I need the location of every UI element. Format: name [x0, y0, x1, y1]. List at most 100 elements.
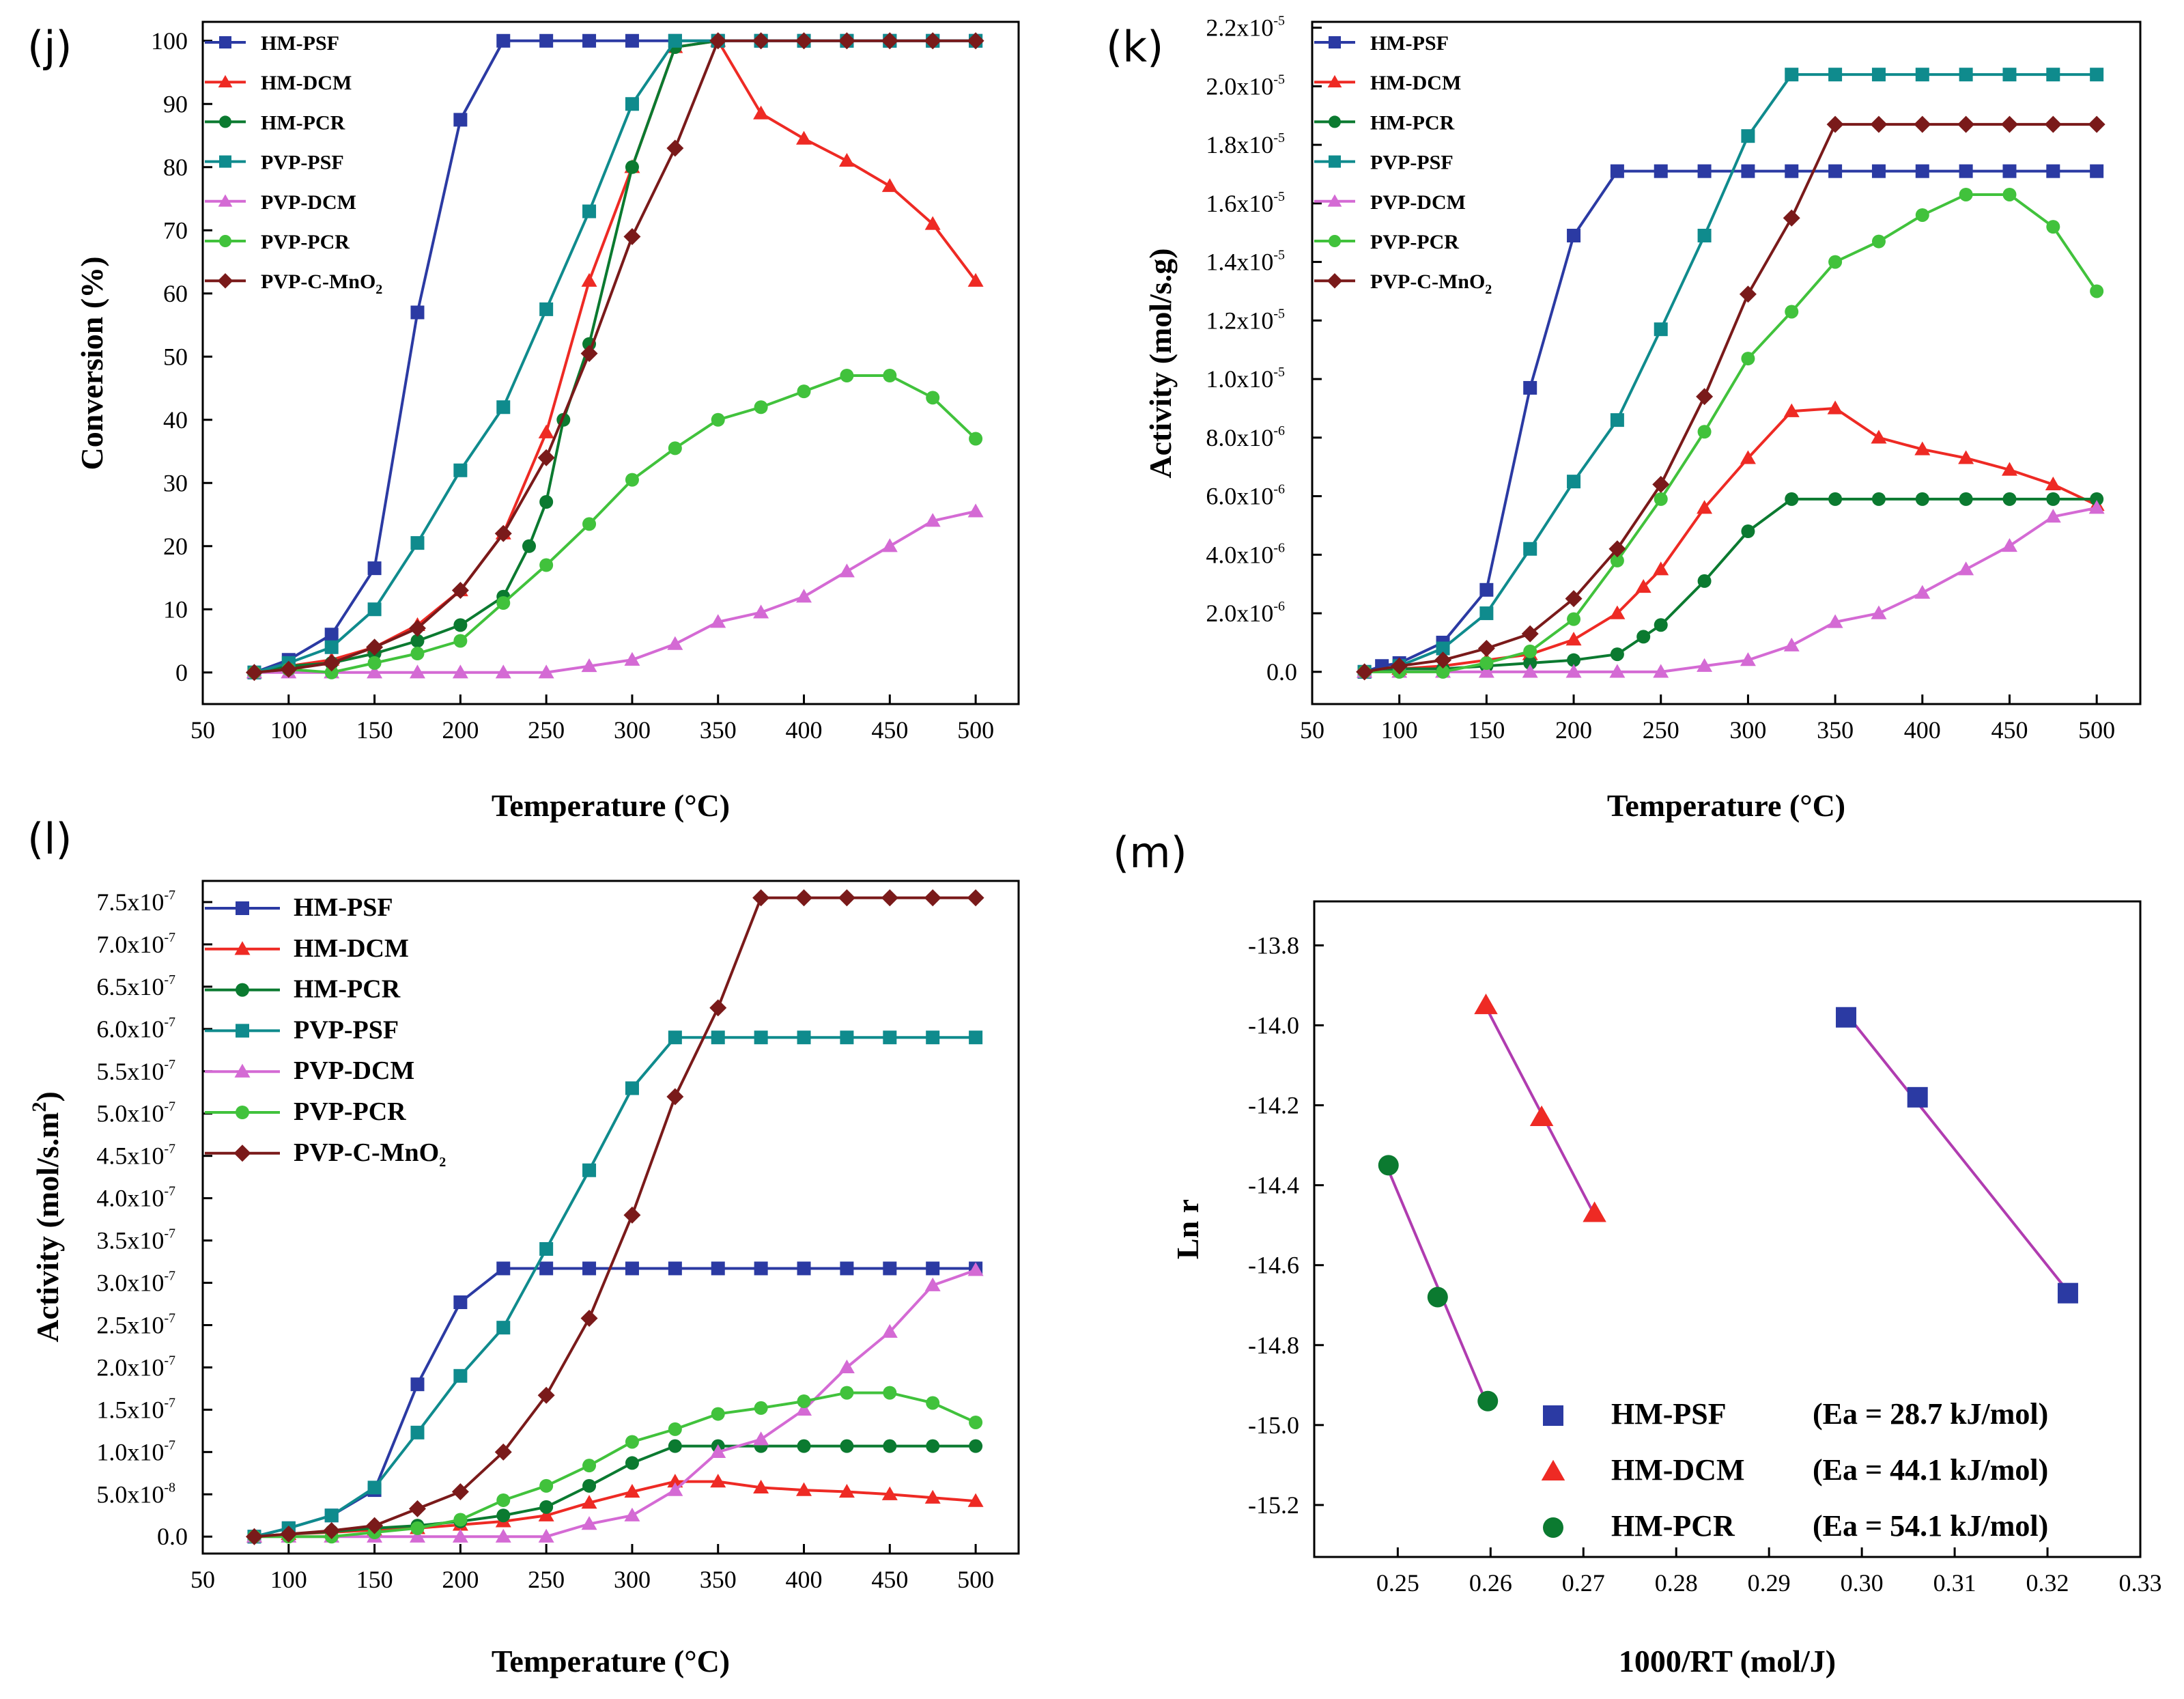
y-tick-label: 1.4x10-5 [1206, 248, 1285, 276]
data-point [1783, 403, 1800, 417]
data-point [1826, 115, 1844, 133]
data-point [1959, 164, 1973, 178]
y-tick-mantissa: 7.5x10 [96, 888, 164, 916]
data-point [797, 1394, 811, 1408]
data-point [451, 1483, 469, 1501]
data-point [1871, 430, 1887, 444]
y-tick-label: 1.2x10-5 [1206, 306, 1285, 334]
series-line [254, 1480, 976, 1539]
data-point [324, 665, 339, 679]
data-point [496, 1261, 511, 1276]
data-point [710, 614, 726, 628]
plot-data [245, 889, 984, 1545]
data-point [1635, 578, 1651, 593]
data-point [666, 139, 684, 157]
series-pvp-dcm [246, 1262, 984, 1543]
y-tick-label: 1.5x10-7 [96, 1395, 175, 1423]
legend-marker [219, 235, 231, 247]
data-point [2090, 164, 2104, 178]
data-point [538, 424, 554, 438]
y-tick-label: 6.0x10-6 [1206, 482, 1285, 510]
data-point [538, 1507, 554, 1521]
x-tick-label: 350 [700, 1566, 737, 1593]
data-point [624, 1507, 640, 1521]
legend-label: HM-PCR [261, 111, 345, 134]
legend-marker [236, 901, 249, 915]
y-tick-label: 2.5x10-7 [96, 1310, 175, 1338]
data-point [1610, 647, 1624, 662]
x-tick-label: 200 [442, 716, 479, 744]
data-point [623, 1206, 641, 1224]
data-point [924, 1277, 941, 1291]
data-point [881, 889, 898, 907]
data-point [2046, 164, 2060, 178]
y-tick-mantissa: 3.5x10 [96, 1227, 164, 1254]
data-point [752, 32, 770, 50]
x-tick-label: 0.27 [1562, 1569, 1605, 1597]
data-point [754, 1030, 768, 1045]
y-tick-mantissa: 2.0x10 [96, 1353, 164, 1381]
data-point [494, 524, 512, 542]
legend-item: HM-DCM [205, 934, 409, 963]
data-point [1523, 542, 1537, 556]
data-point [539, 495, 554, 509]
y-tick-exponent: -7 [164, 1269, 175, 1284]
y-tick-exponent: -7 [164, 1353, 175, 1368]
y-tick-label: 6.0x10-7 [96, 1015, 175, 1043]
y-tick-exponent: -7 [164, 1395, 175, 1410]
y-tick-label: 0 [175, 659, 188, 686]
data-point [625, 473, 639, 487]
legend-label: HM-PSF [1370, 32, 1449, 55]
legend-item: PVP-C-MnO2 [205, 1138, 446, 1170]
plot-data [1378, 993, 2078, 1412]
data-point [1914, 585, 1931, 599]
data-point [582, 1261, 597, 1276]
legend-label-sub: 2 [439, 1155, 446, 1170]
data-point [1957, 115, 1975, 133]
legend-label: PVP-DCM [1370, 191, 1466, 214]
y-tick-label: 2.2x10-5 [1206, 14, 1285, 42]
data-point [453, 1368, 468, 1383]
y-tick-mantissa: 6.0x10 [1206, 483, 1273, 510]
data-point [797, 1030, 811, 1045]
data-point [1609, 605, 1626, 619]
legend-item: PVP-C-MnO2 [1314, 270, 1492, 297]
data-point [926, 1396, 940, 1410]
data-point [1827, 400, 1843, 415]
x-tick-label: 450 [1991, 716, 2028, 744]
x-tick-label: 300 [614, 716, 651, 744]
legend-item: HM-DCM [1314, 72, 1461, 94]
data-point [623, 228, 641, 245]
y-axis-title-main: Activity (mol/s.g) [1143, 248, 1178, 478]
series-hm-dcm [1474, 993, 1606, 1222]
data-point [1697, 500, 1713, 514]
panel-j-conversion-chart: (j)50 100 150 200 250 300 350 400 450 50001020304… [27, 20, 1020, 823]
data-point [924, 1489, 941, 1504]
data-point [366, 1517, 384, 1534]
y-tick-exponent: -5 [1273, 248, 1285, 263]
y-tick-label: 90 [163, 90, 188, 117]
data-point [2090, 492, 2104, 506]
y-axis-title: Ln r [1170, 1199, 1205, 1259]
legend-label: HM-PSF [261, 32, 339, 55]
data-point [539, 1261, 554, 1276]
x-tick-label: 400 [786, 716, 823, 744]
data-point [1697, 425, 1712, 439]
data-point [539, 33, 554, 48]
data-point [1915, 208, 1929, 222]
y-tick-label: 80 [163, 154, 188, 181]
data-point [1697, 164, 1712, 178]
data-point [1828, 68, 1843, 82]
data-point [1654, 322, 1668, 337]
legend-marker [236, 1024, 249, 1038]
panel-label: (j) [27, 22, 72, 72]
legend: HM-PSF HM-DCM HM-PCR PVP-PSF PVP-DCM PVP-PCR P… [1314, 32, 1492, 297]
data-point [926, 1030, 940, 1045]
data-point [1565, 632, 1582, 646]
data-point [796, 130, 812, 145]
y-axis-title-tail: ) [30, 1091, 65, 1101]
data-point [1610, 164, 1624, 178]
data-point [624, 651, 640, 666]
data-point [1915, 68, 1929, 82]
data-point [1871, 164, 1886, 178]
